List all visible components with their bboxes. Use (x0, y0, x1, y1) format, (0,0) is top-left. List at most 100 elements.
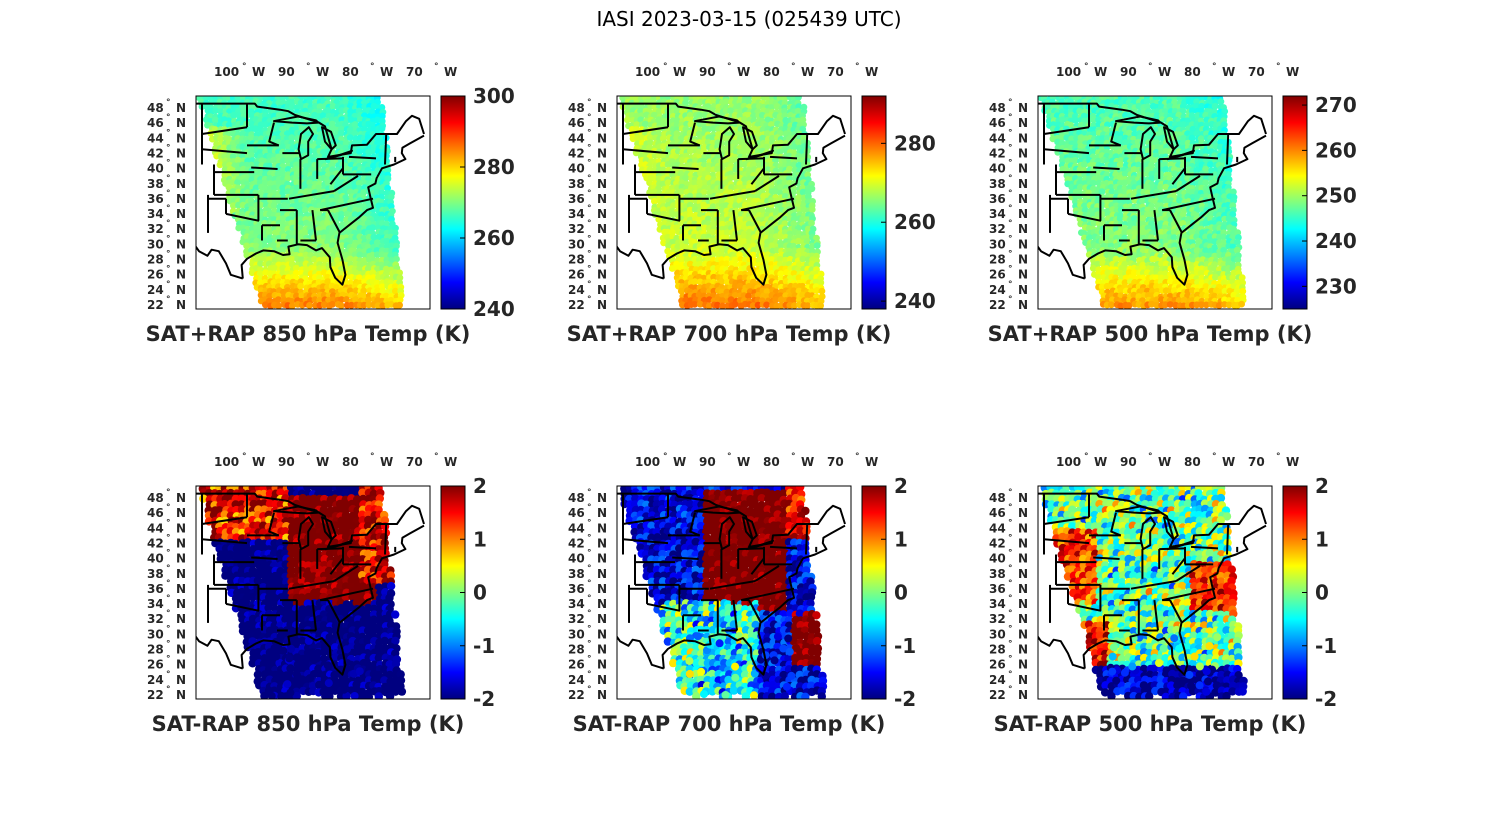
obs-point (271, 264, 278, 272)
obs-point (706, 237, 713, 245)
map-panel-p850: 100 ° W 90 ° W 80 ° W 70 ° W48 ° N46 ° N44 ° N42 ° N40 ° N38 °… (146, 62, 515, 346)
obs-point (714, 301, 721, 309)
obs-point (799, 125, 807, 133)
lat-degree: ° (166, 143, 171, 153)
obs-point (369, 147, 377, 155)
obs-point (391, 229, 399, 237)
lat-degree: ° (587, 174, 592, 184)
lat-degree: ° (587, 280, 592, 290)
lon-degree: ° (434, 62, 439, 72)
obs-point (374, 265, 381, 273)
swath-points (1038, 96, 1247, 309)
obs-point (740, 116, 748, 123)
obs-point (670, 202, 677, 210)
obs-point (724, 229, 731, 237)
obs-point (324, 278, 332, 286)
mexico-border (617, 235, 665, 280)
figure-title: IASI 2023-03-15 (025439 UTC) (596, 7, 901, 31)
lat-hemisphere: N (597, 116, 607, 130)
obs-point (804, 302, 812, 309)
state-border (268, 122, 280, 147)
obs-point (320, 229, 328, 237)
obs-point (794, 107, 802, 115)
obs-point (306, 302, 313, 309)
obs-point (348, 301, 355, 309)
great-lake (297, 126, 314, 161)
obs-point (337, 302, 345, 309)
obs-point (257, 260, 264, 268)
colorbar (440, 95, 466, 310)
obs-point (745, 292, 752, 300)
obs-point (759, 134, 767, 142)
obs-point (329, 242, 336, 250)
obs-point (710, 273, 718, 281)
lat-degree: ° (166, 204, 171, 214)
great-lake (324, 149, 353, 161)
obs-point (786, 255, 794, 263)
obs-point (248, 111, 256, 119)
obs-point (1072, 116, 1079, 124)
obs-point (655, 116, 663, 124)
obs-point (375, 274, 382, 281)
obs-point (320, 301, 328, 309)
obs-point (764, 130, 771, 138)
obs-point (722, 98, 730, 105)
obs-point (817, 279, 825, 287)
state-border (738, 157, 765, 161)
great-lake (745, 149, 774, 161)
lat-degree: ° (166, 113, 171, 123)
lat-label: 36 (147, 192, 164, 206)
obs-point (777, 274, 785, 282)
obs-point (275, 302, 283, 309)
lon-degree: ° (855, 62, 860, 72)
obs-point (799, 291, 806, 299)
lat-degree: ° (166, 128, 171, 138)
obs-point (664, 161, 672, 168)
obs-point (338, 215, 345, 223)
obs-point (378, 139, 386, 146)
lat-label: 42 (568, 146, 585, 160)
obs-point (682, 174, 690, 182)
lat-label: 30 (147, 237, 164, 251)
obs-point (338, 296, 345, 303)
obs-point (247, 134, 255, 142)
state-border (201, 126, 248, 135)
lon-hemisphere: W (801, 65, 814, 79)
mexico-border (196, 235, 244, 280)
lat-label: 24 (147, 283, 164, 297)
lat-label: 32 (147, 222, 164, 236)
obs-point (229, 188, 237, 195)
obs-point (1058, 108, 1066, 115)
lat-hemisphere: N (597, 162, 607, 176)
obs-point (230, 111, 238, 119)
obs-point (651, 197, 658, 205)
obs-point (808, 219, 815, 227)
obs-point (664, 179, 672, 187)
lon-label: 100 (214, 65, 239, 79)
obs-point (686, 201, 694, 209)
obs-point (396, 274, 404, 282)
obs-point (365, 301, 373, 309)
lat-label: 40 (568, 162, 585, 176)
lat-degree: ° (166, 280, 171, 290)
state-border (646, 212, 681, 222)
obs-point (808, 206, 816, 214)
obs-point (1157, 103, 1165, 111)
lat-hemisphere: N (597, 237, 607, 251)
lon-hemisphere: W (380, 65, 393, 79)
obs-point (262, 301, 269, 309)
obs-point (1071, 96, 1079, 101)
obs-point (1188, 107, 1196, 115)
state-border (689, 122, 701, 147)
obs-point (360, 189, 368, 196)
colorbar-tick-label: 280 (473, 155, 515, 179)
map-area (1038, 96, 1267, 309)
lat-hemisphere: N (176, 177, 186, 191)
great-lake (321, 126, 337, 151)
obs-point (805, 193, 812, 201)
obs-point (714, 165, 721, 173)
obs-point (316, 103, 324, 111)
obs-point (1071, 157, 1079, 164)
lon-label: 70 (406, 65, 423, 79)
lat-label: 28 (568, 253, 585, 267)
